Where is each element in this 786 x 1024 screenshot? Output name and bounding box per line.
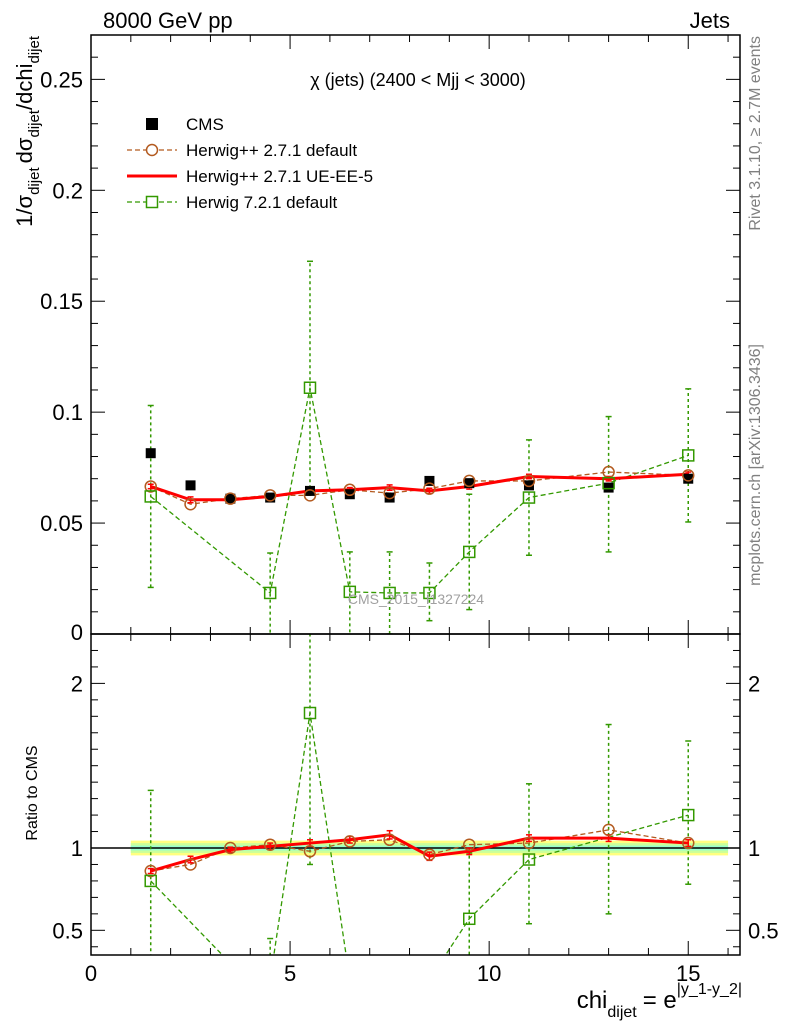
- herwigpp-default-ratio-marker: [343, 835, 357, 848]
- ratio-tick-label-left: 2: [71, 671, 83, 696]
- x-tick-label: 5: [284, 961, 296, 986]
- x-tick-label: 0: [85, 961, 97, 986]
- y-tick-label: 0.1: [52, 400, 83, 425]
- herwigpp-ueee5-ratio-line: [150, 833, 689, 873]
- y-tick-label: 0.25: [40, 67, 83, 92]
- cms-point: [265, 492, 276, 503]
- cms-point: [344, 489, 355, 500]
- herwigpp-default-marker: [303, 489, 317, 502]
- header-right: Jets: [690, 8, 730, 33]
- y-tick-label: 0.2: [52, 178, 83, 203]
- herwig7-marker: [263, 586, 277, 600]
- ratio-frame: [90, 633, 741, 956]
- herwigpp-default-marker: [224, 492, 237, 505]
- legend: CMS Herwig++ 2.7.1 default Herwig++ 2.7.1 …: [127, 115, 373, 212]
- ratio-y-label: Ratio to CMS: [24, 745, 41, 840]
- herwig7-marker: [681, 449, 695, 462]
- herwigpp-default-ratio-marker: [224, 841, 237, 855]
- herwigpp-default-marker: [184, 497, 197, 511]
- herwigpp-default-marker: [681, 469, 695, 482]
- x-axis-label: chidijet = e|y_1-y_2|: [577, 981, 742, 1021]
- x-tick-label: 15: [676, 961, 700, 986]
- header-left: 8000 GeV pp: [103, 8, 233, 33]
- herwig7-marker: [303, 381, 317, 394]
- rivet-side-text: Rivet 3.1.10, ≥ 2.7M events: [747, 36, 764, 231]
- herwigpp-default-marker: [263, 489, 277, 502]
- y-tick-label: 0.15: [40, 289, 83, 314]
- ratio-tick-label-right: 2: [748, 671, 760, 696]
- herwigpp-default-ratio-marker: [602, 823, 615, 837]
- ratio-tick-label-left: 1: [71, 836, 83, 861]
- herwig7-marker: [602, 476, 615, 490]
- cms-point: [683, 473, 694, 484]
- plot-title: χ (jets) (2400 < Mjj < 3000): [310, 70, 526, 90]
- ratio-tick-label-right: 0.5: [748, 918, 779, 943]
- herwigpp-default-marker: [343, 483, 357, 497]
- legend-label: Herwig 7.2.1 default: [186, 193, 337, 212]
- herwig7-marker: [522, 491, 536, 504]
- herwigpp-default-ratio-marker: [522, 836, 536, 850]
- ratio-tick-label-left: 0.5: [52, 918, 83, 943]
- y-tick-label-zero: 0: [71, 620, 83, 645]
- cms-point: [225, 493, 236, 504]
- herwig7-marker: [423, 586, 436, 600]
- herwigpp-default-ratio-marker: [681, 836, 695, 850]
- mcplots-side-text: mcplots.cern.ch [arXiv:1306.3436]: [747, 344, 764, 586]
- y-tick-label: 0.05: [40, 511, 83, 536]
- cms-point: [464, 478, 475, 489]
- herwig7-ratio-marker: [463, 912, 476, 926]
- herwig7-ratio-marker: [681, 808, 695, 822]
- main-data: [144, 260, 695, 634]
- herwigpp-default-marker: [522, 474, 536, 488]
- legend-label: Herwig++ 2.7.1 UE-EE-5: [186, 167, 373, 186]
- herwig7-marker: [463, 545, 476, 559]
- main-y-label: 1/σdijetdσdijet/dchidijet: [12, 35, 43, 227]
- herwigpp-default-ratio-marker: [184, 858, 197, 871]
- herwigpp-default-marker: [383, 486, 396, 500]
- herwigpp-default-ratio-marker: [303, 845, 317, 858]
- legend-label: Herwig++ 2.7.1 default: [186, 141, 357, 160]
- cms-point: [304, 485, 315, 496]
- legend-marker-circle: [145, 143, 159, 157]
- herwig7-marker: [383, 586, 396, 600]
- herwigpp-default-marker: [463, 474, 476, 488]
- herwigpp-default-ratio-marker: [144, 864, 157, 878]
- legend-marker-cms: [146, 118, 158, 130]
- cms-point: [145, 448, 156, 459]
- herwig7-ratio-marker: [522, 853, 536, 866]
- legend-label: CMS: [186, 115, 224, 134]
- herwig7-marker: [343, 585, 357, 599]
- herwig7-line: [150, 387, 689, 595]
- herwigpp-default-ratio-marker: [423, 848, 436, 861]
- cms-point: [424, 475, 435, 486]
- x-tick-label: 10: [477, 961, 501, 986]
- watermark: CMS_2015_I1327224: [348, 591, 484, 607]
- herwigpp-default-ratio-marker: [463, 838, 476, 851]
- herwigpp-default-ratio-marker: [383, 833, 396, 847]
- cms-point: [523, 480, 534, 491]
- ratio-data: [144, 634, 695, 955]
- herwigpp-default-ratio-marker: [263, 838, 277, 851]
- herwigpp-ueee5-line: [150, 472, 689, 502]
- cms-point: [185, 480, 196, 491]
- herwig7-ratio-marker: [144, 874, 157, 888]
- cms-point: [603, 482, 614, 493]
- herwigpp-default-marker: [144, 480, 157, 493]
- cms-point: [384, 492, 395, 503]
- herwig7-ratio-marker: [303, 706, 317, 720]
- herwig7-marker: [144, 490, 157, 503]
- herwigpp-default-marker: [423, 482, 436, 495]
- ratio-tick-label-right: 1: [748, 836, 760, 861]
- legend-marker-square: [145, 195, 159, 209]
